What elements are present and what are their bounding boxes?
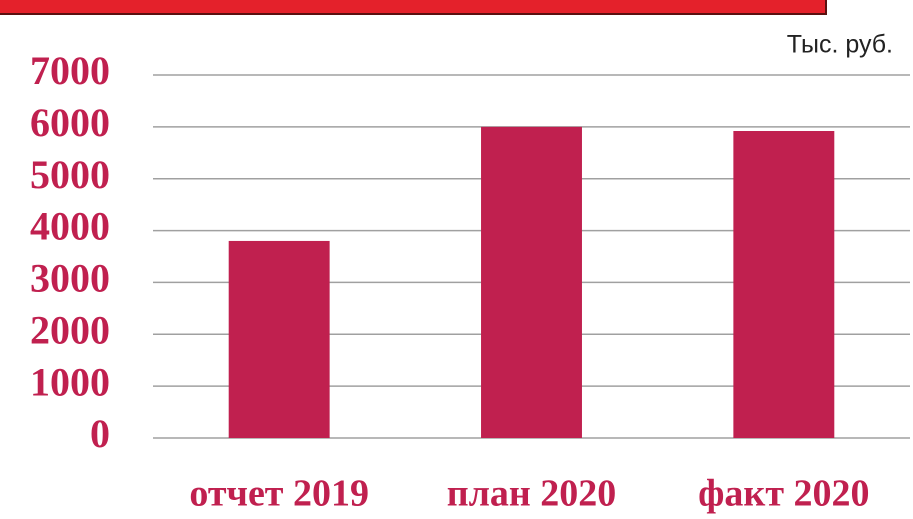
y-tick-label: 4000	[30, 204, 110, 249]
unit-label: Тыс. руб.	[787, 31, 893, 59]
header-strip	[0, 0, 827, 15]
y-tick-label: 3000	[30, 256, 110, 301]
y-tick-label: 6000	[30, 100, 110, 145]
bar	[481, 126, 582, 438]
x-tick-label: план 2020	[447, 473, 617, 515]
y-tick-label: 2000	[30, 307, 110, 352]
bar	[733, 131, 835, 438]
y-tick-label: 0	[90, 411, 110, 456]
y-tick-label: 7000	[30, 48, 110, 93]
bar	[228, 240, 330, 438]
y-tick-label: 1000	[30, 359, 110, 404]
y-tick-label: 5000	[30, 152, 110, 197]
x-tick-label: отчет 2019	[189, 473, 369, 515]
x-tick-label: факт 2020	[698, 473, 869, 515]
